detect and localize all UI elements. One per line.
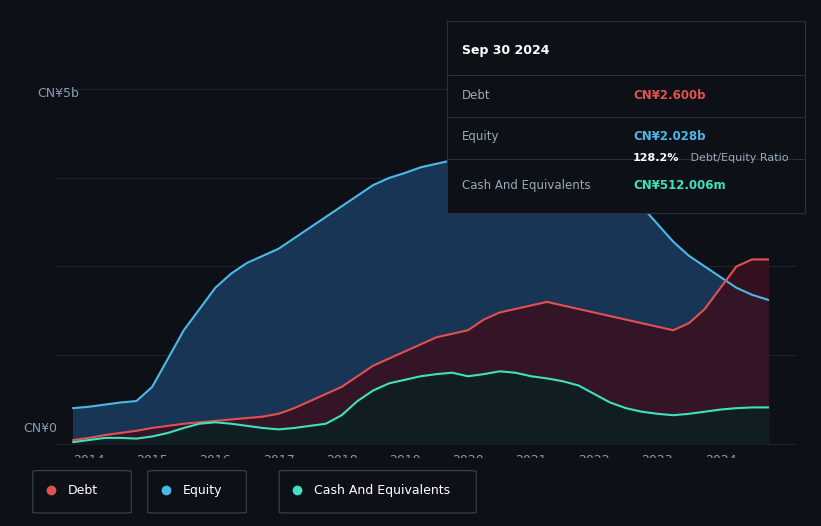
Text: CN¥512.006m: CN¥512.006m — [633, 179, 726, 191]
Text: Equity: Equity — [461, 130, 499, 143]
Text: Cash And Equivalents: Cash And Equivalents — [314, 484, 450, 497]
Text: Debt: Debt — [461, 89, 490, 103]
Text: 128.2%: 128.2% — [633, 153, 680, 163]
Text: Debt/Equity Ratio: Debt/Equity Ratio — [686, 153, 788, 163]
Text: Sep 30 2024: Sep 30 2024 — [461, 44, 549, 57]
Text: Debt: Debt — [67, 484, 98, 497]
Text: CN¥2.600b: CN¥2.600b — [633, 89, 706, 103]
Text: CN¥5b: CN¥5b — [37, 87, 79, 100]
Text: Equity: Equity — [182, 484, 222, 497]
Text: CN¥0: CN¥0 — [23, 422, 57, 436]
Text: CN¥2.028b: CN¥2.028b — [633, 130, 706, 143]
Text: Cash And Equivalents: Cash And Equivalents — [461, 179, 590, 191]
